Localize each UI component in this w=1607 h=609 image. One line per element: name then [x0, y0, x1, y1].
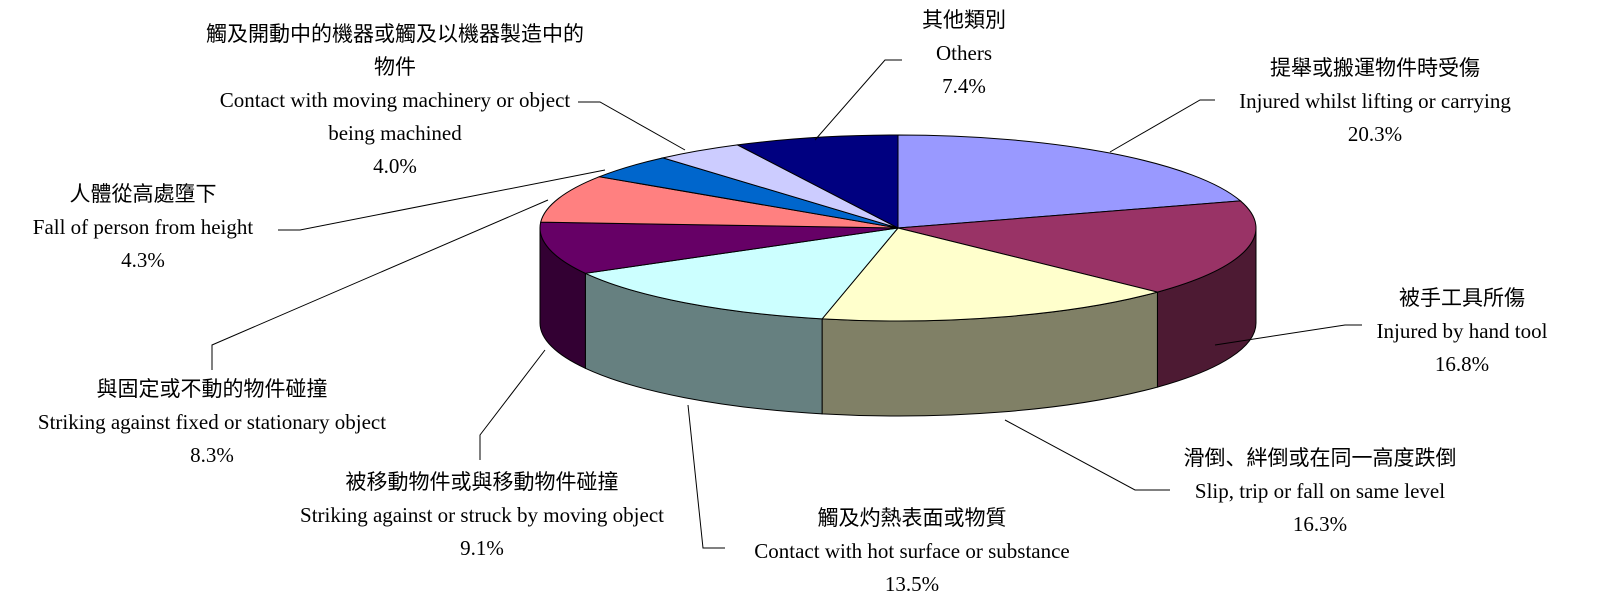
slice — [897, 134, 1242, 229]
slice-label: 其他類別 Others 7.4% — [864, 4, 1064, 103]
slice-label: 觸及灼熱表面或物質 Contact with hot surface or sub… — [717, 502, 1107, 601]
leader-line — [687, 404, 725, 549]
leader-line — [578, 101, 686, 151]
value-label: 20.3% — [1347, 122, 1403, 146]
label-en: Injured whilst lifting or carrying — [1239, 89, 1511, 113]
slice-label: 提舉或搬運物件時受傷 Injured whilst lifting or carr… — [1205, 52, 1545, 151]
slice-label: 被手工具所傷 Injured by hand tool 16.8% — [1362, 282, 1562, 381]
label-en: Fall of person from height — [32, 215, 254, 239]
label-zh: 被手工具所傷 — [1399, 286, 1525, 310]
label-zh: 與固定或不動的物件碰撞 — [96, 377, 328, 401]
label-zh: 觸及灼熱表面或物質 — [817, 506, 1007, 530]
leader-line — [1004, 419, 1170, 491]
slice — [540, 176, 899, 229]
slice-label: 滑倒、絆倒或在同一高度跌倒 Slip, trip or fall on same … — [1135, 442, 1505, 541]
slice-label: 觸及開動中的機器或觸及以機器製造中的物件 Contact with moving … — [200, 18, 590, 183]
value-label: 13.5% — [884, 572, 940, 596]
label-en: Slip, trip or fall on same level — [1194, 479, 1446, 503]
label-zh: 提舉或搬運物件時受傷 — [1270, 56, 1480, 80]
slice — [897, 200, 1257, 293]
value-label: 8.3% — [190, 443, 234, 467]
value-label: 16.8% — [1434, 352, 1490, 376]
label-en: Injured by hand tool — [1376, 319, 1548, 343]
value-label: 4.0% — [373, 154, 417, 178]
label-zh: 人體從高處墮下 — [69, 182, 217, 206]
value-label: 16.3% — [1292, 512, 1348, 536]
slice-label: 與固定或不動的物件碰撞 Striking against fixed or sta… — [32, 373, 392, 472]
leader-line — [278, 169, 606, 231]
leader-line — [211, 199, 549, 370]
leader-line — [1109, 99, 1215, 153]
label-zh: 被移動物件或與移動物件碰撞 — [345, 470, 619, 494]
leader-line — [814, 59, 902, 141]
label-zh: 滑倒、絆倒或在同一高度跌倒 — [1183, 446, 1457, 470]
slice — [539, 221, 899, 274]
slice-label: 被移動物件或與移動物件碰撞 Striking against or struck … — [292, 466, 672, 565]
leader-line — [1214, 324, 1362, 346]
label-en: Striking against or struck by moving obj… — [300, 503, 664, 527]
slice — [735, 134, 899, 229]
slice-label: 人體從高處墮下 Fall of person from height 4.3% — [3, 178, 283, 277]
label-en: Others — [936, 41, 992, 65]
value-label: 7.4% — [942, 74, 986, 98]
leader-line — [479, 349, 546, 460]
label-zh: 觸及開動中的機器或觸及以機器製造中的物件 — [206, 22, 584, 79]
slice — [821, 227, 1160, 322]
label-en: Contact with moving machinery or object … — [219, 88, 571, 145]
label-en: Striking against fixed or stationary obj… — [37, 410, 387, 434]
value-label: 4.3% — [121, 248, 165, 272]
value-label: 9.1% — [460, 536, 504, 560]
slice — [583, 227, 900, 320]
label-zh: 其他類別 — [922, 8, 1006, 32]
label-en: Contact with hot surface or substance — [754, 539, 1070, 563]
